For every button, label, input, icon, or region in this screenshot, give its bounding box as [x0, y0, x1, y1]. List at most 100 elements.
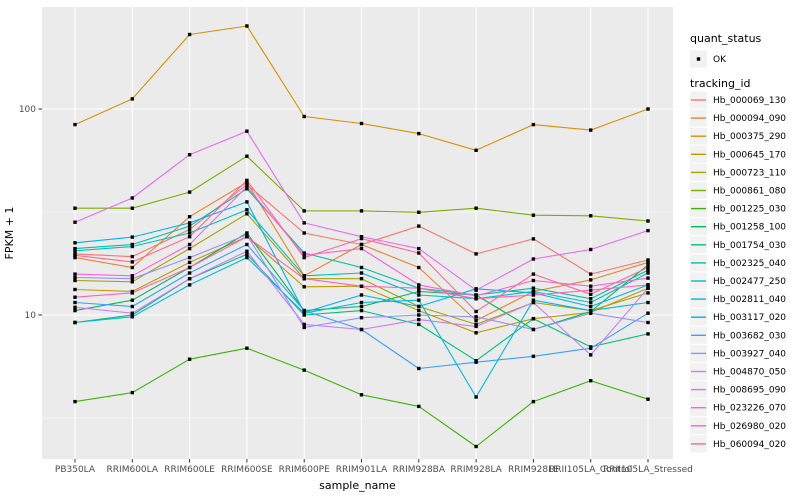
- legend-label-tracking-id: Hb_000645_170: [713, 150, 786, 160]
- data-point: [589, 288, 593, 292]
- data-point: [589, 379, 593, 383]
- data-point: [73, 320, 77, 325]
- legend-label-tracking-id: Hb_000069_130: [713, 96, 786, 106]
- data-point: [302, 285, 306, 289]
- data-point: [245, 233, 249, 237]
- y-tick-label: 100: [19, 105, 36, 115]
- data-point: [417, 210, 421, 214]
- data-point: [73, 122, 77, 127]
- data-point: [589, 308, 593, 313]
- data-point: [302, 251, 306, 255]
- data-point: [417, 317, 421, 322]
- data-point: [474, 395, 478, 399]
- y-axis-title: FPKM + 1: [3, 207, 16, 260]
- data-point: [474, 322, 478, 327]
- data-point: [130, 311, 134, 315]
- data-point: [187, 227, 192, 232]
- data-point: [302, 313, 306, 317]
- data-point: [417, 404, 421, 409]
- data-point: [187, 215, 192, 219]
- data-point: [73, 255, 77, 260]
- data-point: [73, 300, 77, 305]
- x-tick-label: RRII105LA_Control: [549, 465, 632, 475]
- data-point: [359, 265, 364, 270]
- data-point: [474, 318, 478, 323]
- data-point: [359, 304, 364, 309]
- data-point: [187, 277, 192, 281]
- x-axis-title: sample_name: [319, 479, 396, 492]
- data-point: [531, 327, 536, 332]
- data-point: [646, 268, 650, 272]
- data-point: [73, 206, 77, 210]
- data-point: [73, 308, 77, 313]
- data-point: [646, 276, 650, 280]
- data-point: [359, 316, 364, 320]
- data-point: [245, 182, 249, 187]
- data-point: [646, 271, 650, 275]
- data-point: [73, 249, 77, 253]
- legend-label-tracking-id: Hb_000723_110: [713, 168, 786, 178]
- data-point: [646, 107, 650, 111]
- data-point: [359, 236, 364, 241]
- data-point: [531, 399, 536, 404]
- data-point: [531, 122, 536, 127]
- legend-title-tracking-id: tracking_id: [690, 77, 751, 90]
- data-point: [531, 272, 536, 276]
- data-point: [417, 224, 421, 228]
- data-point: [130, 315, 134, 319]
- legend-label-tracking-id: Hb_000375_290: [713, 132, 786, 142]
- data-point: [646, 283, 650, 287]
- data-point: [187, 246, 192, 251]
- data-point: [130, 254, 134, 259]
- data-point: [302, 277, 306, 281]
- data-point: [302, 253, 306, 257]
- data-point: [474, 297, 478, 301]
- data-point: [245, 187, 249, 191]
- data-point: [589, 297, 593, 301]
- data-point: [130, 280, 134, 284]
- data-point: [474, 288, 478, 292]
- data-point: [646, 265, 650, 270]
- data-point: [531, 354, 536, 358]
- data-point: [589, 353, 593, 357]
- data-point: [417, 265, 421, 270]
- data-point: [417, 289, 421, 294]
- legend-label-tracking-id: Hb_003117_020: [713, 313, 786, 323]
- legend-label-tracking-id: Hb_008695_090: [713, 386, 786, 396]
- data-point: [646, 286, 650, 290]
- data-point: [302, 308, 306, 313]
- legend-label-tracking-id: Hb_001258_100: [713, 223, 786, 233]
- data-point: [531, 317, 536, 321]
- data-point: [589, 272, 593, 276]
- data-point: [359, 246, 364, 251]
- data-point: [245, 346, 249, 350]
- data-point: [302, 274, 306, 278]
- data-point: [73, 220, 77, 224]
- data-point: [245, 154, 249, 158]
- data-point: [130, 313, 134, 317]
- data-point: [130, 390, 134, 395]
- data-point: [359, 300, 364, 305]
- legend-label-tracking-id: Hb_023226_070: [713, 404, 786, 414]
- data-point: [130, 260, 134, 264]
- data-point: [474, 294, 478, 298]
- data-point: [130, 206, 134, 210]
- data-point: [73, 241, 77, 245]
- data-point: [359, 242, 364, 247]
- data-point: [531, 213, 536, 217]
- data-point: [417, 283, 421, 287]
- data-point: [130, 235, 134, 239]
- data-point: [130, 196, 134, 200]
- legend-title-quant-status: quant_status: [690, 32, 762, 45]
- data-point: [417, 286, 421, 290]
- data-point: [245, 180, 249, 185]
- data-point: [130, 274, 134, 278]
- data-point: [359, 121, 364, 126]
- data-point: [417, 293, 421, 297]
- data-point: [73, 253, 77, 257]
- data-point: [646, 300, 650, 305]
- data-point: [531, 300, 536, 305]
- data-point: [245, 212, 249, 216]
- data-point: [130, 242, 134, 247]
- data-point: [531, 286, 536, 290]
